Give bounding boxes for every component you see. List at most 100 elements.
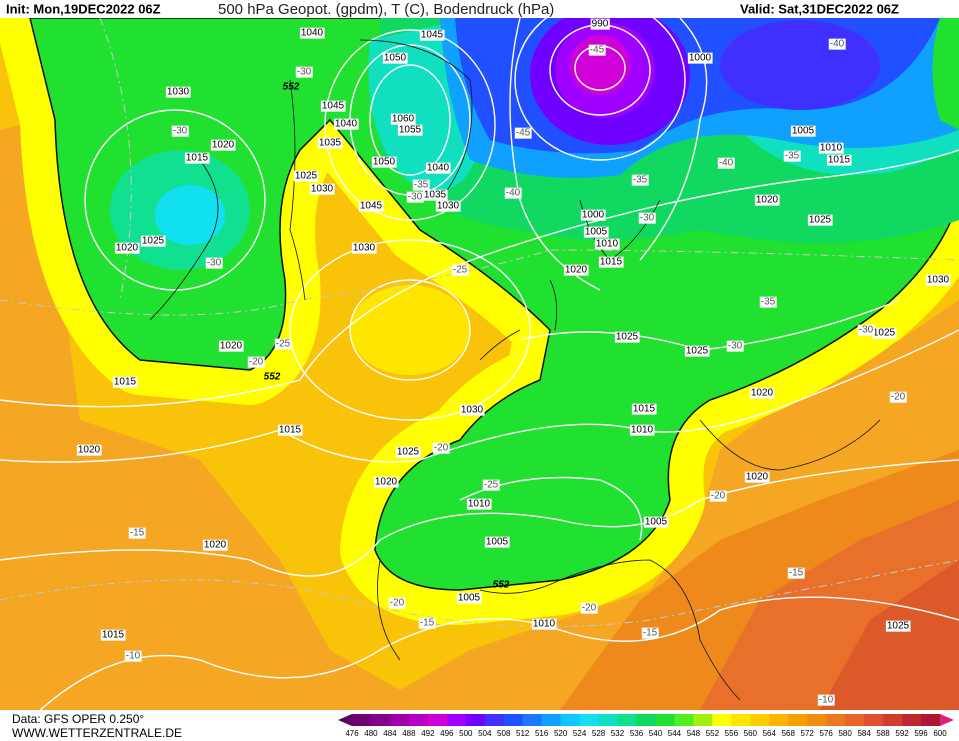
temperature-label: -25 <box>484 480 499 491</box>
pressure-label-box <box>184 152 210 164</box>
pressure-label: 1005 <box>583 226 609 238</box>
pressure-label: 1020 <box>756 195 779 206</box>
temperature-label-box <box>274 338 292 350</box>
temperature-label: -35 <box>633 175 648 186</box>
pressure-label: 1025 <box>871 327 897 339</box>
temperature-label: -40 <box>830 39 845 50</box>
temperature-label-box <box>388 597 406 609</box>
pressure-label: 1030 <box>309 183 335 195</box>
temperature-label: -20 <box>390 598 405 609</box>
init-time: Init: Mon,19DEC2022 06Z <box>6 1 161 16</box>
scale-swatch <box>503 714 524 726</box>
pressure-label-box <box>754 194 780 206</box>
pressure-label: 1015 <box>184 152 210 164</box>
temperature-label: -25 <box>276 339 291 350</box>
temperature-label-box <box>205 257 223 269</box>
pressure-label-box <box>425 162 451 174</box>
pressure-label: 1030 <box>925 274 951 286</box>
scale-swatch <box>750 714 770 726</box>
pressure-label: 1015 <box>102 630 125 641</box>
pressure-label: 1030 <box>167 87 190 98</box>
pressure-label: 1015 <box>631 403 657 415</box>
temperature-label: -20 <box>582 603 597 614</box>
scale-arrow-high <box>940 714 954 726</box>
temperature-label: -30 <box>728 341 743 352</box>
pressure-label: 1015 <box>828 155 851 166</box>
site-name: WWW.WETTERZENTRALE.DE <box>12 726 182 740</box>
scale-swatch <box>731 714 751 726</box>
pressure-label: 1015 <box>114 377 137 388</box>
pressure-label: 1020 <box>373 476 399 488</box>
pressure-label: 1020 <box>751 388 774 399</box>
pressure-label-box <box>277 424 303 436</box>
temperature-label-box <box>817 694 835 706</box>
pressure-label-box <box>459 404 485 416</box>
pressure-label: 1005 <box>792 126 815 137</box>
isobars <box>0 18 959 710</box>
scale-swatch <box>522 714 543 726</box>
scale-swatch <box>674 714 694 726</box>
pressure-label-box <box>100 629 126 641</box>
temperature-label: -35 <box>761 297 776 308</box>
pressure-label-box <box>925 274 951 286</box>
pressure-label-box <box>790 125 816 137</box>
pressure-label: 1030 <box>461 405 484 416</box>
temperature-label: -20 <box>249 357 264 368</box>
temperature-label: -30 <box>408 192 423 203</box>
pressure-label: 1030 <box>459 404 485 416</box>
pressure-label: 1020 <box>78 445 101 456</box>
temperature-label: -20 <box>388 597 406 609</box>
temperature-label-box <box>504 187 522 199</box>
scale-label: 512 <box>516 729 530 738</box>
temperature-label: -20 <box>709 490 727 502</box>
pressure-label-box <box>629 424 655 436</box>
pressure-label: 1020 <box>204 540 227 551</box>
pressure-label: 1005 <box>790 125 816 137</box>
scale-label: 516 <box>535 729 549 738</box>
pressure-label: 1035 <box>319 138 342 149</box>
field-yellow-core <box>350 285 470 375</box>
temperature-label: -30 <box>640 213 655 224</box>
scale-swatch <box>826 714 846 726</box>
pressure-label: 1010 <box>596 239 619 250</box>
pressure-label: 1020 <box>744 471 770 483</box>
temperature-label: -30 <box>171 125 189 137</box>
pressure-label: 1020 <box>116 243 139 254</box>
pressure-label: 1025 <box>293 170 319 182</box>
scale-swatch <box>769 714 789 726</box>
pressure-label: 1040 <box>425 162 451 174</box>
scale-swatch <box>921 714 941 726</box>
pressure-label: 1010 <box>818 142 844 154</box>
pressure-label-box <box>583 226 609 238</box>
scale-swatch <box>484 714 505 726</box>
pressure-label: 1010 <box>531 618 557 630</box>
pressure-label: 1025 <box>887 621 910 632</box>
pressure-label-box <box>435 200 461 212</box>
pressure-label: 1040 <box>333 118 359 130</box>
temperature-label: -20 <box>432 442 450 454</box>
pressure-label: 1015 <box>600 257 623 268</box>
pressure-label: 1045 <box>360 201 383 212</box>
temperature-label: -15 <box>641 627 659 639</box>
pressure-label: 1055 <box>397 124 423 136</box>
pressure-label: 1045 <box>320 100 346 112</box>
pressure-label-box <box>202 539 228 551</box>
scale-label: 476 <box>345 729 359 738</box>
pressure-label-box <box>580 209 606 221</box>
scale-label: 480 <box>364 729 378 738</box>
temperature-label: -15 <box>789 568 804 579</box>
scale-arrow-low <box>338 714 352 726</box>
temperature-label-box <box>432 442 450 454</box>
temperature-label-box <box>171 125 189 137</box>
pressure-label: 1020 <box>114 242 140 254</box>
temperature-label: -15 <box>643 628 658 639</box>
scale-label: 492 <box>421 729 435 738</box>
pressure-label: 1005 <box>643 516 669 528</box>
pressure-label: 1025 <box>807 214 833 226</box>
pressure-label-box <box>684 345 710 357</box>
pressure-label: 1025 <box>397 447 420 458</box>
pressure-label: 990 <box>592 19 609 30</box>
pressure-label-box <box>484 536 510 548</box>
